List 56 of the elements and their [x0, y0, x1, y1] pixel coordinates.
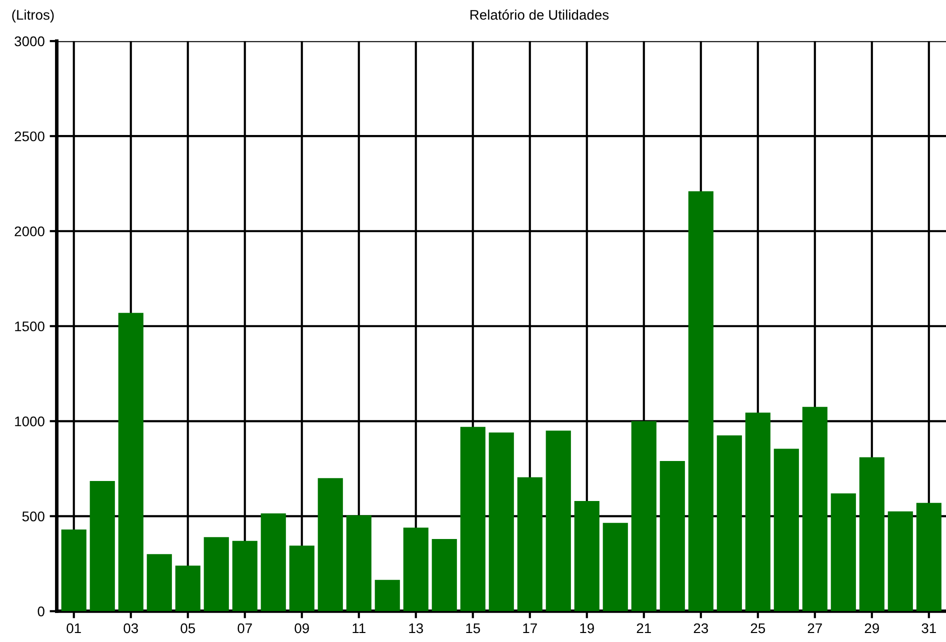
- bar: [90, 481, 115, 612]
- y-tick-label: 3000: [14, 36, 44, 46]
- bar: [774, 448, 799, 612]
- y-tick-label: 2500: [14, 131, 44, 142]
- y-tick-label: 0: [38, 606, 44, 616]
- bar: [260, 513, 286, 612]
- bar: [631, 421, 656, 612]
- y-tick-label: 1500: [15, 321, 44, 332]
- bar: [802, 406, 828, 612]
- bar: [118, 312, 144, 612]
- bar: [688, 191, 714, 612]
- y-axis-title: (Litros): [12, 10, 54, 23]
- x-tick-label: 15: [466, 624, 480, 634]
- x-tick-label: 09: [294, 623, 309, 634]
- bar: [318, 478, 343, 612]
- bar: [146, 554, 172, 612]
- x-tick-label: 05: [180, 623, 196, 634]
- bar: [374, 580, 400, 612]
- bar: [460, 426, 486, 612]
- bar: [830, 493, 856, 612]
- x-tick-label: 23: [694, 623, 708, 634]
- x-tick-label: 13: [409, 623, 423, 634]
- bar: [888, 511, 913, 612]
- x-tick-label: 31: [922, 623, 936, 634]
- chart-title: Relatório de Utilidades: [470, 9, 609, 20]
- x-tick-label: 19: [580, 623, 594, 634]
- x-tick-label: 07: [238, 623, 252, 634]
- x-tick-label: 21: [636, 623, 651, 634]
- bar: [488, 432, 514, 612]
- bar: [602, 522, 628, 612]
- x-tick-label: 29: [864, 623, 879, 634]
- bar: [517, 477, 542, 612]
- x-tick-label: 27: [808, 623, 822, 634]
- bar: [745, 412, 770, 612]
- bar: [346, 515, 372, 612]
- bar: [432, 538, 457, 612]
- bar: [859, 457, 884, 612]
- bar: [916, 502, 942, 612]
- y-tick-label: 2000: [14, 226, 44, 236]
- y-tick-label: 500: [22, 512, 44, 522]
- bar: [204, 537, 229, 612]
- x-tick-label: 17: [523, 624, 537, 634]
- bar: [232, 540, 258, 612]
- x-tick-label: 03: [124, 623, 138, 634]
- bar: [289, 546, 314, 612]
- bar: [175, 566, 200, 612]
- bar: [546, 430, 571, 612]
- y-tick-label: 1000: [15, 416, 44, 426]
- x-tick-label: 01: [66, 623, 81, 634]
- bar: [574, 500, 600, 612]
- bar: [660, 461, 685, 612]
- x-tick-label: 11: [352, 624, 366, 634]
- bar: [61, 529, 86, 612]
- bar: [403, 528, 428, 612]
- bar: [716, 435, 742, 612]
- x-tick-label: 25: [750, 623, 766, 634]
